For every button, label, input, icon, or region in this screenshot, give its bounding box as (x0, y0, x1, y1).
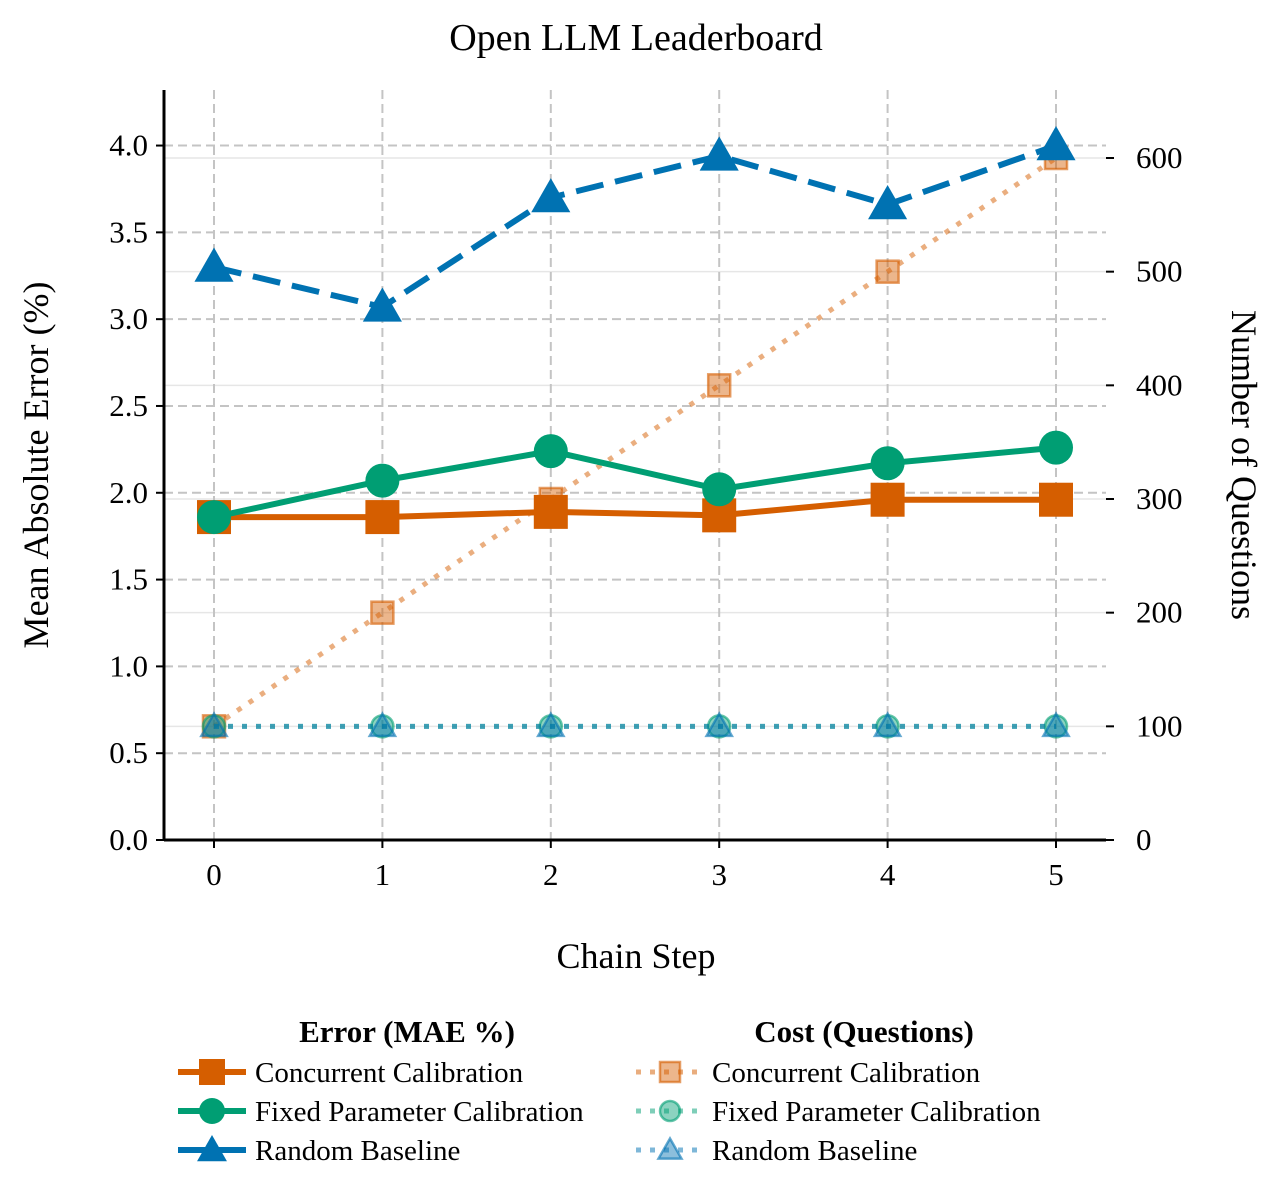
y2-tick-label: 400 (1136, 367, 1183, 402)
x-axis-label: Chain Step (557, 936, 716, 976)
error-concurrent-calibration-line (214, 496, 1056, 521)
error-fixed-parameter-calibration-point (1039, 430, 1073, 465)
cost-concurrent-calibration-point (706, 373, 732, 398)
cost-concurrent-calibration-point (875, 259, 900, 284)
y-tick-label: 3.0 (109, 301, 148, 336)
x-tick-label: 3 (711, 857, 727, 892)
legend-label: Concurrent Calibration (712, 1057, 981, 1089)
y2-tick-label: 100 (1136, 708, 1183, 743)
y-tick-label: 4.0 (109, 128, 148, 163)
cost-random-baseline-point (367, 711, 398, 738)
error-random-baseline-point (868, 185, 908, 220)
error-fixed-parameter-calibration-point (702, 472, 737, 507)
legend-label: Concurrent Calibration (255, 1057, 524, 1089)
y-tick-label: 0.5 (109, 735, 148, 770)
legend-marker (658, 1099, 682, 1123)
error-fixed-parameter-calibration-point (533, 434, 568, 469)
y-tick-label: 1.0 (109, 648, 148, 683)
error-concurrent-calibration-point (1039, 482, 1073, 517)
y2-tick-label: 0 (1136, 822, 1152, 857)
error-fixed-parameter-calibration-point (365, 463, 400, 498)
y2-tick-label: 500 (1136, 254, 1183, 289)
legend-label: Fixed Parameter Calibration (255, 1096, 584, 1128)
y2-axis-label: Number of Questions (1224, 310, 1264, 620)
legend-marker (656, 1135, 684, 1160)
error-random-baseline-point (699, 136, 739, 171)
legend-marker (197, 1135, 227, 1162)
legend-group-title: Error (MAE %) (299, 1014, 515, 1049)
x-tick-label: 2 (543, 857, 559, 892)
error-concurrent-calibration-point (365, 500, 400, 535)
legend-marker (658, 1060, 682, 1084)
error-fixed-parameter-calibration-point (870, 446, 905, 481)
y2-tick-label: 200 (1136, 595, 1183, 630)
y2-tick-label: 300 (1136, 481, 1183, 516)
cost-random-baseline-point (872, 711, 903, 738)
error-fixed-parameter-calibration-point (197, 500, 231, 535)
error-random-baseline-point (194, 247, 234, 282)
y-tick-label: 1.5 (109, 562, 148, 597)
chart-title: Open LLM Leaderboard (449, 17, 823, 59)
error-random-baseline-point (362, 287, 402, 322)
x-tick-label: 5 (1048, 857, 1064, 892)
legend-label: Random Baseline (255, 1135, 460, 1167)
x-tick-label: 0 (206, 857, 222, 892)
cost-concurrent-calibration-point (370, 600, 395, 625)
legend-group-title: Cost (Questions) (754, 1014, 974, 1049)
cost-random-baseline-point (535, 711, 566, 738)
cost-concurrent-calibration-line (212, 155, 1058, 729)
y-tick-label: 0.0 (109, 822, 148, 857)
error-random-baseline-point (531, 178, 571, 213)
error-concurrent-calibration-point (870, 482, 905, 517)
y-tick-label: 2.5 (109, 388, 148, 423)
y-tick-label: 3.5 (109, 214, 148, 249)
error-random-baseline-point (1036, 126, 1076, 161)
legend-label: Random Baseline (712, 1135, 917, 1167)
y-axis-label: Mean Absolute Error (%) (16, 282, 56, 649)
error-concurrent-calibration-point (533, 494, 568, 529)
legend-label: Fixed Parameter Calibration (712, 1096, 1041, 1128)
error-random-baseline-line (213, 142, 1057, 311)
y2-tick-label: 600 (1136, 140, 1183, 175)
legend-marker (199, 1059, 225, 1085)
x-tick-label: 4 (880, 857, 896, 892)
x-tick-label: 1 (375, 857, 391, 892)
legend-marker (199, 1098, 225, 1124)
cost-random-baseline-point (199, 711, 229, 738)
error-fixed-parameter-calibration-line (213, 444, 1057, 521)
cost-random-baseline-point (1041, 711, 1071, 738)
y-tick-label: 2.0 (109, 475, 148, 510)
cost-random-baseline-point (704, 711, 735, 738)
